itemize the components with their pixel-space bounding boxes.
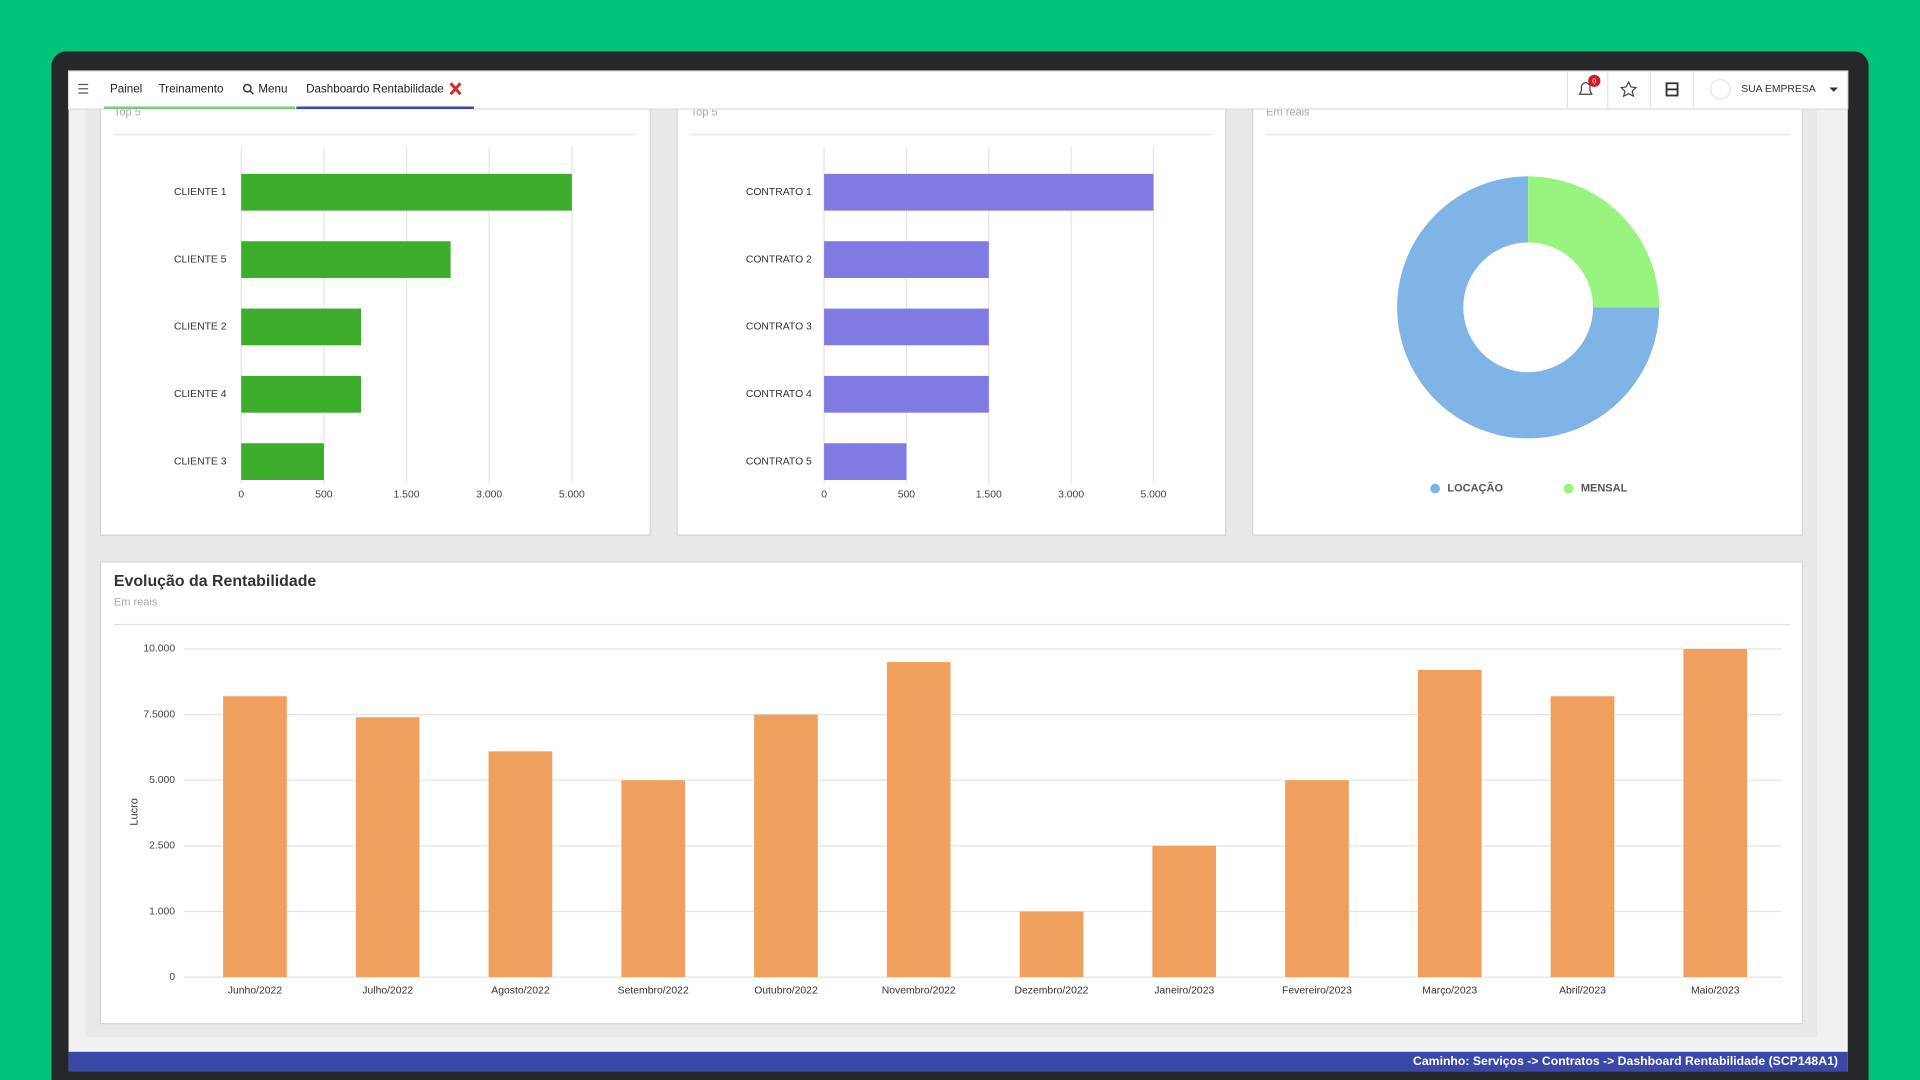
y-tick-label: CONTRATO 5 — [746, 456, 812, 467]
company-name[interactable]: SUA EMPRESA — [1741, 84, 1816, 95]
y-tick-label: 2.500 — [149, 841, 175, 852]
y-axis-label: Lucro — [129, 798, 141, 826]
y-tick-label: 1.000 — [149, 906, 175, 917]
tab-active[interactable]: Dashboardo Rentabilidade — [306, 82, 444, 95]
y-tick-label: CONTRATO 4 — [746, 389, 812, 400]
y-tick-label: CLIENTE 1 — [174, 187, 227, 198]
legend-marker — [1430, 483, 1440, 494]
tab[interactable]: Menu — [258, 82, 287, 95]
bar — [621, 780, 686, 978]
bar — [1285, 780, 1349, 978]
bar — [355, 717, 420, 978]
bar — [824, 173, 1154, 211]
x-tick-label: 500 — [315, 489, 333, 500]
x-tick-label: Fevereiro/2023 — [1282, 985, 1352, 996]
x-tick-label: Março/2023 — [1422, 985, 1477, 996]
x-tick-label: 5.000 — [559, 489, 585, 500]
y-tick-label: CLIENTE 2 — [174, 322, 227, 333]
x-tick-label: 0 — [238, 489, 244, 500]
bell-icon[interactable] — [1578, 82, 1593, 95]
y-tick-label: 5.000 — [149, 775, 175, 786]
bar — [241, 308, 362, 346]
bar — [1683, 648, 1748, 978]
card — [99, 97, 651, 536]
close-tab[interactable] — [449, 82, 462, 96]
search-icon — [242, 83, 252, 93]
x-tick-label: Setembro/2022 — [618, 985, 689, 996]
header: Painel Treinamento Menu Dashboardo Renta… — [67, 70, 1849, 110]
bar — [886, 662, 951, 978]
x-tick-label: 3.000 — [1058, 489, 1084, 500]
x-tick-label: Junho/2022 — [228, 985, 283, 996]
bar — [241, 443, 324, 480]
x-tick-label: 1.500 — [976, 489, 1002, 500]
star-icon[interactable] — [1619, 80, 1638, 98]
x-tick-label: Novembro/2022 — [882, 985, 956, 996]
x-tick-label: Outubro/2022 — [754, 985, 818, 996]
x-tick-label: 5.000 — [1140, 489, 1166, 500]
x-tick-label: Maio/2023 — [1691, 985, 1740, 996]
card — [1252, 97, 1804, 536]
bar — [824, 375, 989, 413]
legend-marker — [1563, 483, 1574, 494]
y-tick-label: CLIENTE 5 — [174, 254, 227, 265]
y-tick-label: CONTRATO 1 — [746, 187, 812, 198]
bar — [754, 714, 818, 978]
x-tick-label: 500 — [898, 489, 916, 500]
search-icon — [249, 90, 254, 95]
y-tick-label: CLIENTE 3 — [174, 456, 227, 467]
y-tick-label: CONTRATO 3 — [746, 322, 812, 333]
tab[interactable]: Treinamento — [159, 82, 224, 95]
bar — [241, 375, 362, 413]
y-tick-label: 0 — [169, 972, 175, 983]
bar — [488, 751, 553, 978]
menu-icon[interactable] — [78, 83, 89, 94]
x-tick-label: Agosto/2022 — [491, 985, 550, 996]
y-tick-label: 7.5000 — [143, 709, 175, 720]
x-tick-label: 1.500 — [394, 489, 420, 500]
x-tick-label: Dezembro/2022 — [1015, 985, 1089, 996]
breadcrumb: Caminho: Serviços -> Contratos -> Dashbo… — [1413, 1054, 1838, 1068]
donut-slice — [1397, 176, 1660, 439]
bar — [1417, 669, 1482, 978]
bar — [241, 241, 451, 278]
bar — [1550, 696, 1615, 978]
legend-label: LOCAÇÃO — [1447, 481, 1503, 494]
chart-title: Evolução da Rentabilidade — [114, 573, 317, 590]
tab[interactable]: Painel — [110, 82, 142, 95]
footer-bar — [68, 1051, 1848, 1072]
legend-label: MENSAL — [1581, 482, 1628, 494]
y-tick-label: 10.000 — [143, 644, 175, 655]
bar — [241, 173, 572, 211]
card — [99, 561, 1804, 1025]
avatar[interactable] — [1710, 78, 1731, 100]
subtitle: Em reais — [114, 596, 158, 608]
donut-slice — [1528, 176, 1660, 308]
bar — [223, 696, 287, 978]
bar — [1152, 845, 1217, 978]
y-tick-label: CLIENTE 4 — [174, 389, 227, 400]
x-tick-label: Janeiro/2023 — [1154, 985, 1214, 996]
x-tick-label: Abril/2023 — [1559, 985, 1606, 996]
x-tick-label: 3.000 — [476, 489, 502, 500]
dropdown-caret[interactable] — [1829, 87, 1838, 92]
bar — [824, 308, 989, 346]
badge — [1588, 74, 1601, 87]
bar — [824, 241, 989, 278]
y-tick-label: CONTRATO 2 — [746, 254, 812, 265]
bar — [824, 443, 907, 480]
x-tick-label: Julho/2022 — [362, 985, 413, 996]
badge-count: 0 — [1592, 76, 1596, 85]
header-bar — [67, 70, 1849, 110]
bar — [1019, 911, 1084, 978]
x-tick-label: 0 — [821, 489, 827, 500]
